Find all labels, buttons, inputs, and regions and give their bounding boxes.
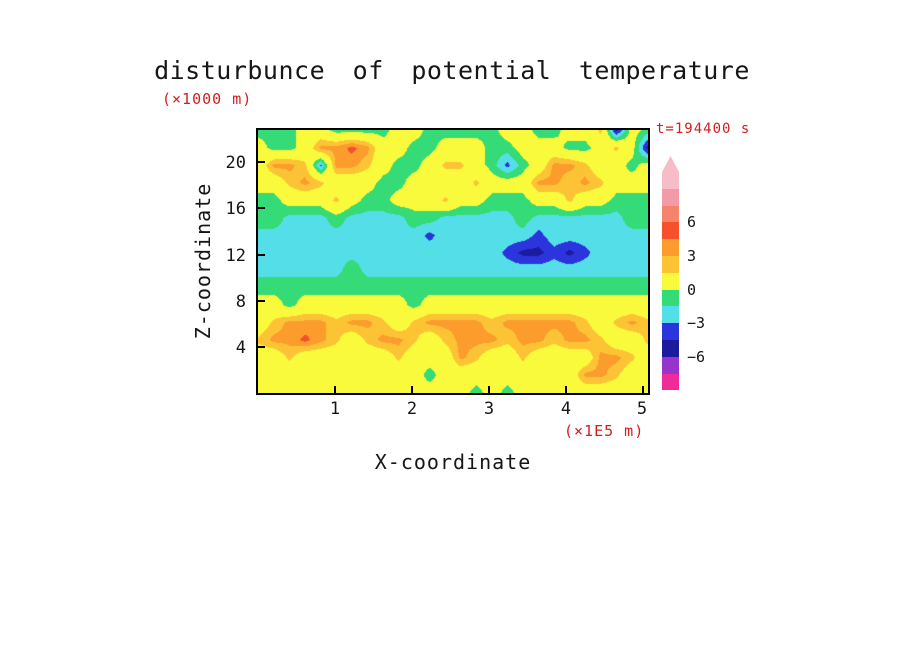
y-tick-label: 20	[225, 153, 246, 173]
colorbar-tick-label: −6	[687, 347, 706, 366]
y-tick-mark	[258, 207, 265, 210]
colorbar: 6 3 0 −3 −6	[662, 156, 705, 391]
colorbar-segment	[662, 356, 679, 374]
colorbar-segment	[662, 339, 679, 357]
colorbar-segments	[662, 172, 679, 391]
colorbar-segment	[662, 222, 679, 240]
colorbar-tick-label: 6	[687, 213, 697, 232]
x-tick-mark	[564, 386, 567, 393]
page-title: disturbunce of potential temperature	[154, 56, 750, 85]
colorbar-segment	[662, 188, 679, 206]
colorbar-tick-label: −3	[687, 314, 706, 333]
x-axis-label: X-coordinate	[374, 450, 532, 474]
x-units-label: (×1E5 m)	[564, 422, 645, 440]
x-tick-mark	[410, 386, 413, 393]
colorbar-segment	[662, 272, 679, 290]
colorbar-arrow-icon	[662, 156, 679, 172]
x-tick-mark	[641, 386, 644, 393]
colorbar-tick-label: 3	[687, 247, 697, 265]
colorbar-segment	[662, 373, 679, 391]
colorbar-segment	[662, 289, 679, 307]
y-tick-label: 16	[225, 199, 246, 219]
time-label: t=194400 s	[656, 121, 751, 137]
y-tick-mark	[258, 345, 265, 348]
y-tick-mark	[258, 253, 265, 256]
x-tick-mark	[487, 386, 490, 393]
colorbar-segment	[662, 172, 679, 189]
colorbar-segment	[662, 323, 679, 340]
y-tick-mark	[258, 161, 265, 164]
y-tick-label: 12	[225, 246, 246, 266]
colorbar-tick-label: 0	[687, 280, 697, 299]
z-units-label: (×1000 m)	[162, 90, 253, 108]
y-tick-mark	[258, 299, 265, 302]
x-tick-label: 4	[560, 399, 572, 419]
colorbar-segment	[662, 205, 679, 223]
plot-area	[256, 128, 650, 395]
colorbar-segment	[662, 306, 679, 324]
y-tick-label: 4	[235, 338, 246, 358]
x-tick-label: 3	[483, 399, 495, 419]
y-tick-label: 8	[235, 292, 246, 312]
colorbar-segment	[662, 255, 679, 273]
x-tick-label: 5	[636, 399, 648, 419]
x-tick-mark	[333, 386, 336, 393]
colorbar-segment	[662, 239, 679, 256]
x-tick-label: 2	[406, 399, 418, 419]
contour-canvas	[258, 130, 648, 393]
x-tick-label: 1	[329, 399, 341, 419]
